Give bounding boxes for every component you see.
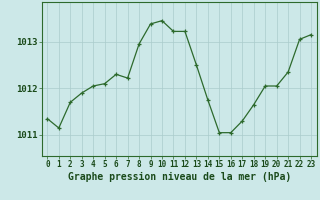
X-axis label: Graphe pression niveau de la mer (hPa): Graphe pression niveau de la mer (hPa) xyxy=(68,172,291,182)
